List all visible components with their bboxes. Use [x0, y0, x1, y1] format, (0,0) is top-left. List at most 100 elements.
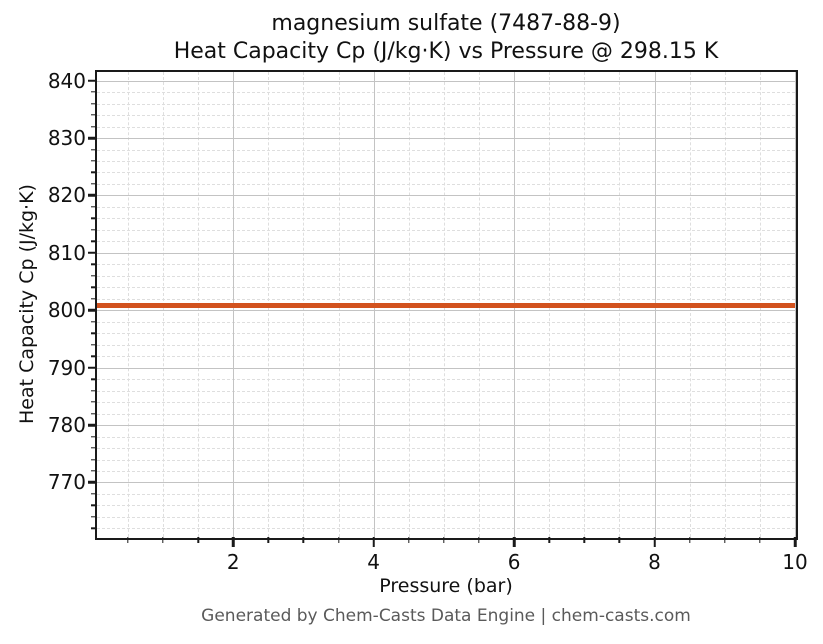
y-major-tick — [87, 366, 97, 369]
y-major-gridline — [97, 425, 795, 427]
y-minor-tick — [91, 458, 97, 461]
chart-title-line2: Heat Capacity Cp (J/kg·K) vs Pressure @ … — [173, 39, 719, 64]
x-major-tick — [372, 537, 375, 547]
y-minor-gridline — [97, 264, 795, 266]
x-minor-tick — [724, 537, 726, 543]
x-tick-label: 2 — [226, 550, 240, 574]
y-minor-gridline — [97, 390, 795, 392]
y-major-gridline — [97, 310, 795, 312]
x-major-tick — [512, 537, 516, 547]
y-minor-tick — [91, 148, 97, 151]
y-minor-tick — [91, 217, 97, 220]
x-minor-tick — [162, 537, 164, 543]
y-minor-gridline — [97, 298, 795, 300]
y-minor-gridline — [97, 183, 795, 185]
y-tick-label: 770 — [47, 470, 86, 495]
x-minor-tick — [302, 537, 305, 543]
y-minor-tick — [91, 343, 97, 346]
y-major-tick — [87, 481, 97, 484]
y-minor-tick — [91, 527, 97, 530]
y-minor-tick — [91, 470, 97, 472]
y-minor-gridline — [97, 470, 795, 472]
y-minor-gridline — [97, 321, 795, 323]
y-minor-tick — [91, 206, 97, 208]
chart-title: magnesium sulfate (7487-88-9) Heat Capac… — [97, 10, 795, 66]
y-minor-gridline — [97, 402, 795, 404]
x-minor-tick — [443, 537, 445, 543]
y-minor-tick — [91, 516, 97, 518]
series-line — [97, 302, 795, 308]
x-major-tick — [793, 537, 797, 547]
y-minor-tick — [91, 389, 97, 392]
y-minor-tick — [91, 435, 97, 438]
y-minor-gridline — [97, 92, 795, 94]
x-major-tick — [653, 537, 656, 547]
y-minor-gridline — [97, 218, 795, 220]
y-major-tick — [87, 194, 97, 197]
y-minor-tick — [91, 183, 97, 185]
y-tick-label: 810 — [47, 240, 86, 265]
y-minor-tick — [91, 355, 97, 357]
x-minor-tick — [127, 537, 129, 543]
y-major-tick — [87, 308, 97, 312]
y-minor-gridline — [97, 160, 795, 162]
y-minor-tick — [91, 263, 97, 266]
y-minor-gridline — [97, 172, 795, 174]
y-minor-tick — [91, 125, 97, 128]
x-major-tick — [231, 537, 235, 547]
y-minor-gridline — [97, 528, 795, 530]
y-minor-tick — [91, 286, 97, 288]
y-major-gridline — [97, 367, 795, 369]
y-minor-gridline — [97, 344, 795, 346]
y-tick-label: 790 — [47, 355, 86, 380]
y-tick-label: 820 — [47, 183, 86, 208]
y-minor-tick — [91, 298, 97, 300]
y-minor-gridline — [97, 516, 795, 518]
y-minor-tick — [91, 447, 97, 449]
y-minor-tick — [91, 102, 97, 105]
y-minor-gridline — [97, 436, 795, 438]
y-major-gridline — [97, 482, 795, 484]
y-minor-tick — [91, 412, 97, 415]
y-minor-gridline — [97, 413, 795, 415]
y-minor-tick — [91, 160, 97, 162]
y-minor-gridline — [97, 229, 795, 231]
y-minor-tick — [91, 493, 97, 495]
y-minor-tick — [91, 275, 97, 277]
x-tick-label: 4 — [367, 550, 381, 574]
x-tick-label: 8 — [648, 550, 661, 574]
y-minor-tick — [91, 321, 97, 323]
y-minor-gridline — [97, 379, 795, 381]
y-minor-gridline — [97, 333, 795, 335]
y-major-gridline — [97, 252, 795, 254]
y-minor-gridline — [97, 493, 795, 495]
x-minor-tick — [688, 537, 691, 543]
x-minor-tick — [583, 537, 586, 543]
y-minor-gridline — [97, 115, 795, 117]
y-minor-tick — [91, 240, 97, 243]
y-minor-gridline — [97, 241, 795, 243]
x-minor-tick — [548, 537, 550, 543]
y-minor-gridline — [97, 448, 795, 450]
y-minor-tick — [91, 504, 97, 507]
y-minor-gridline — [97, 103, 795, 105]
y-major-gridline — [97, 138, 795, 140]
x-tick-label: 6 — [507, 550, 521, 574]
x-minor-tick — [267, 537, 270, 543]
y-major-tick — [87, 79, 97, 82]
y-minor-gridline — [97, 356, 795, 358]
y-minor-tick — [91, 114, 97, 116]
x-tick-label: 10 — [782, 550, 808, 574]
x-minor-tick — [408, 537, 410, 543]
y-minor-tick — [91, 91, 97, 93]
x-axis-label: Pressure (bar) — [379, 575, 513, 597]
chart-title-line1: magnesium sulfate (7487-88-9) — [271, 11, 621, 36]
y-minor-gridline — [97, 126, 795, 128]
x-minor-tick — [618, 537, 621, 543]
y-tick-label: 780 — [47, 413, 86, 438]
y-minor-gridline — [97, 459, 795, 461]
y-minor-gridline — [97, 206, 795, 208]
y-minor-gridline — [97, 505, 795, 507]
y-tick-label: 830 — [47, 126, 86, 151]
